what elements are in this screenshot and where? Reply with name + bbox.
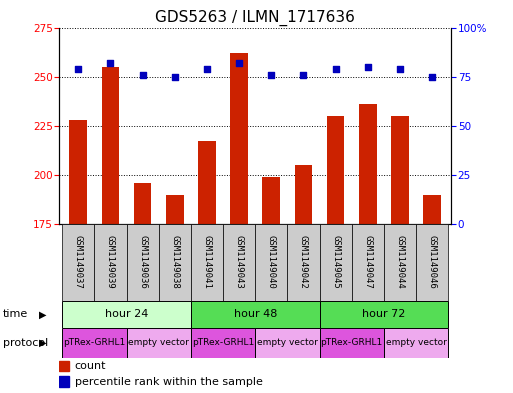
Bar — [352, 224, 384, 301]
Bar — [294, 165, 312, 224]
Bar — [69, 120, 87, 224]
Text: GSM1149046: GSM1149046 — [428, 235, 437, 289]
Bar — [327, 116, 345, 224]
Bar — [159, 224, 191, 301]
Point — [171, 73, 179, 80]
Text: pTRex-GRHL1: pTRex-GRHL1 — [321, 338, 383, 347]
Bar — [287, 224, 320, 301]
Bar — [263, 177, 280, 224]
Text: empty vector: empty vector — [128, 338, 189, 347]
Bar — [416, 224, 448, 301]
Text: GSM1149040: GSM1149040 — [267, 235, 276, 289]
Bar — [62, 224, 94, 301]
Bar — [191, 301, 320, 328]
Bar — [320, 301, 448, 328]
Bar — [198, 141, 216, 224]
Bar — [191, 224, 223, 301]
Point — [364, 64, 372, 70]
Text: hour 72: hour 72 — [362, 309, 406, 320]
Point — [300, 72, 308, 78]
Bar — [384, 224, 416, 301]
Text: GSM1149041: GSM1149041 — [203, 235, 211, 289]
Bar — [384, 328, 448, 358]
Bar — [191, 328, 255, 358]
Text: hour 48: hour 48 — [233, 309, 277, 320]
Bar — [359, 104, 377, 224]
Point — [106, 60, 114, 66]
Text: empty vector: empty vector — [386, 338, 446, 347]
Bar — [59, 361, 69, 371]
Text: empty vector: empty vector — [257, 338, 318, 347]
Text: GSM1149036: GSM1149036 — [138, 235, 147, 289]
Text: GSM1149039: GSM1149039 — [106, 235, 115, 289]
Text: GSM1149043: GSM1149043 — [234, 235, 244, 289]
Bar — [94, 224, 127, 301]
Text: GSM1149037: GSM1149037 — [74, 235, 83, 289]
Point — [396, 66, 404, 72]
Bar — [166, 195, 184, 224]
Title: GDS5263 / ILMN_1717636: GDS5263 / ILMN_1717636 — [155, 10, 355, 26]
Text: pTRex-GRHL1: pTRex-GRHL1 — [63, 338, 126, 347]
Bar — [320, 328, 384, 358]
Text: ▶: ▶ — [39, 338, 46, 348]
Text: percentile rank within the sample: percentile rank within the sample — [75, 377, 263, 387]
Point — [203, 66, 211, 72]
Point — [74, 66, 83, 72]
Text: GSM1149044: GSM1149044 — [396, 235, 404, 289]
Bar — [255, 328, 320, 358]
Bar — [134, 183, 151, 224]
Point — [235, 60, 243, 66]
Bar — [59, 376, 69, 387]
Text: protocol: protocol — [3, 338, 48, 348]
Point — [428, 73, 436, 80]
Bar — [62, 301, 191, 328]
Bar — [127, 328, 191, 358]
Bar — [102, 67, 120, 224]
Text: hour 24: hour 24 — [105, 309, 148, 320]
Bar — [62, 328, 127, 358]
Text: GSM1149047: GSM1149047 — [363, 235, 372, 289]
Point — [139, 72, 147, 78]
Text: count: count — [75, 362, 106, 371]
Text: pTRex-GRHL1: pTRex-GRHL1 — [192, 338, 254, 347]
Bar — [230, 53, 248, 224]
Text: GSM1149042: GSM1149042 — [299, 235, 308, 289]
Bar — [320, 224, 352, 301]
Text: GSM1149045: GSM1149045 — [331, 235, 340, 289]
Bar — [127, 224, 159, 301]
Point — [331, 66, 340, 72]
Point — [267, 72, 275, 78]
Text: time: time — [3, 309, 28, 320]
Bar — [223, 224, 255, 301]
Bar — [255, 224, 287, 301]
Bar — [391, 116, 409, 224]
Text: GSM1149038: GSM1149038 — [170, 235, 180, 289]
Bar — [423, 195, 441, 224]
Text: ▶: ▶ — [39, 309, 46, 320]
